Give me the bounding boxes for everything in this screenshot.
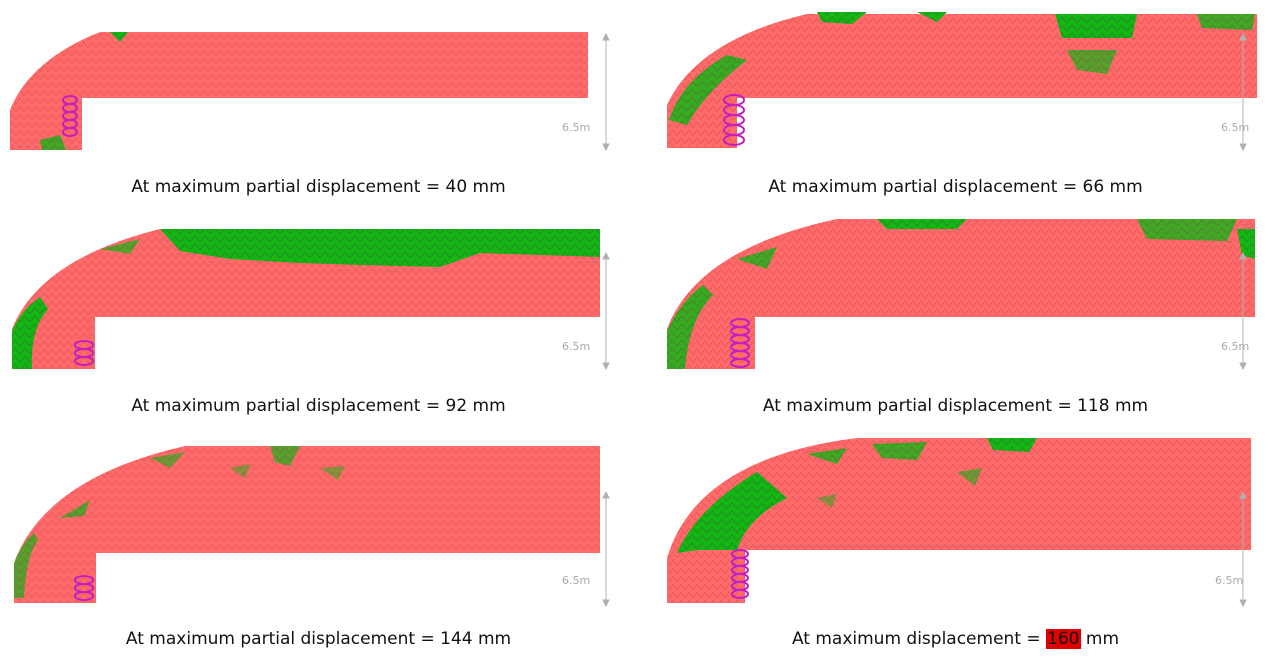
cracking-zone xyxy=(110,32,128,42)
scale-bar xyxy=(602,490,610,608)
cracking-zone xyxy=(817,494,837,508)
panel-6: 6.5m At maximum displacement = 160 mm xyxy=(637,438,1274,657)
cracking-zone xyxy=(872,442,927,460)
scale-label: 6.5m xyxy=(1221,340,1249,353)
deformed-mesh-6: 6.5m xyxy=(667,438,1251,608)
scale-bar xyxy=(1239,490,1247,608)
cracking-zone xyxy=(669,55,747,125)
cracking-zone xyxy=(160,229,600,267)
cracking-zone xyxy=(12,297,48,369)
scale-label: 6.5m xyxy=(562,574,590,587)
bearing-spring xyxy=(730,318,750,368)
cracking-zone xyxy=(270,446,300,466)
bearing-spring xyxy=(74,340,94,366)
caption: At maximum partial displacement = 40 mm xyxy=(131,177,506,197)
bearing-spring xyxy=(723,94,745,146)
cracking-zone xyxy=(40,135,66,150)
caption: At maximum partial displacement = 144 mm xyxy=(125,629,512,649)
cracking-zone xyxy=(1237,229,1255,259)
bearing-spring xyxy=(62,95,78,137)
cracking-zone xyxy=(1067,50,1117,74)
cracking-zone xyxy=(667,285,713,369)
caption-suffix: mm xyxy=(1080,629,1120,649)
cracking-zone xyxy=(320,466,345,480)
cracking-zone xyxy=(877,219,967,229)
scale-bar xyxy=(1239,32,1247,152)
cracking-zone xyxy=(230,464,250,478)
highlighted-value: 160 xyxy=(1046,629,1081,649)
deformed-mesh-2: 6.5m xyxy=(667,12,1257,152)
deformed-mesh-3: 6.5m xyxy=(12,229,610,371)
cracking-zone xyxy=(1055,14,1137,38)
cracking-zone xyxy=(14,533,38,598)
deformed-mesh-4: 6.5m xyxy=(667,219,1255,371)
cracking-zone xyxy=(737,247,777,269)
panel-3: 6.5m At maximum partial displacement = 9… xyxy=(0,219,637,438)
cracking-zone xyxy=(150,452,185,468)
caption: At maximum partial displacement = 66 mm xyxy=(768,177,1143,197)
scale-label: 6.5m xyxy=(1221,121,1249,134)
cracking-zone xyxy=(100,239,140,254)
panel-2: 6.5m At maximum partial displacement = 6… xyxy=(637,0,1274,219)
deformed-mesh-1: 6.5m xyxy=(10,32,610,152)
cracking-zone xyxy=(987,438,1037,452)
caption: At maximum displacement = 160 mm xyxy=(637,629,1274,649)
cracking-zone xyxy=(60,500,90,518)
scale-bar xyxy=(1239,251,1247,371)
panel-5: 6.5m At maximum partial displacement = 1… xyxy=(0,438,637,657)
bearing-spring xyxy=(731,549,749,599)
cracking-zone xyxy=(677,472,787,553)
scale-bar xyxy=(602,251,610,371)
panel-1: 6.5m At maximum partial displacement = 4… xyxy=(0,0,637,219)
cracking-zone xyxy=(917,12,947,22)
scale-label: 6.5m xyxy=(562,121,590,134)
cracking-zone xyxy=(817,12,867,24)
deformed-mesh-5: 6.5m xyxy=(14,446,610,608)
cracking-zone xyxy=(1197,14,1255,30)
panel-4: 6.5m At maximum partial displacement = 1… xyxy=(637,219,1274,438)
cracking-zone xyxy=(1137,219,1237,241)
bearing-spring xyxy=(74,575,94,601)
caption: At maximum partial displacement = 92 mm xyxy=(131,396,506,416)
cracking-zone xyxy=(807,448,847,464)
scale-bar xyxy=(602,32,610,152)
scale-label: 6.5m xyxy=(562,340,590,353)
cracking-zone xyxy=(957,468,982,486)
caption-prefix: At maximum displacement = xyxy=(791,629,1047,649)
scale-label: 6.5m xyxy=(1215,574,1243,587)
caption: At maximum partial displacement = 118 mm xyxy=(762,396,1149,416)
